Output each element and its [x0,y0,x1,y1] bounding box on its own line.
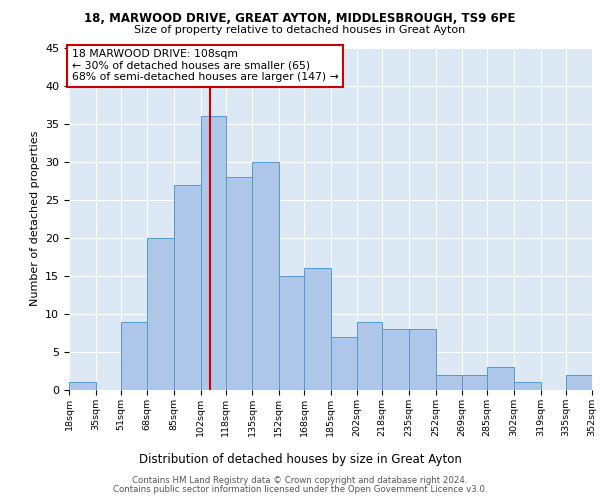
Bar [566,375,592,390]
Bar [409,329,436,390]
Text: Contains HM Land Registry data © Crown copyright and database right 2024.: Contains HM Land Registry data © Crown c… [132,476,468,485]
Bar [357,322,382,390]
Text: 18, MARWOOD DRIVE, GREAT AYTON, MIDDLESBROUGH, TS9 6PE: 18, MARWOOD DRIVE, GREAT AYTON, MIDDLESB… [85,12,515,26]
Bar [69,382,95,390]
Bar [200,116,226,390]
Bar [436,375,462,390]
Bar [279,276,304,390]
Y-axis label: Number of detached properties: Number of detached properties [29,131,40,306]
Bar [382,329,409,390]
Text: Size of property relative to detached houses in Great Ayton: Size of property relative to detached ho… [134,25,466,35]
Bar [331,336,357,390]
Bar [121,322,148,390]
Bar [304,268,331,390]
Text: 18 MARWOOD DRIVE: 108sqm
← 30% of detached houses are smaller (65)
68% of semi-d: 18 MARWOOD DRIVE: 108sqm ← 30% of detach… [71,49,338,82]
Bar [514,382,541,390]
Bar [252,162,279,390]
Text: Contains public sector information licensed under the Open Government Licence v3: Contains public sector information licen… [113,485,487,494]
Bar [487,367,514,390]
Bar [462,375,487,390]
Bar [226,177,252,390]
Bar [148,238,174,390]
Text: Distribution of detached houses by size in Great Ayton: Distribution of detached houses by size … [139,453,461,466]
Bar [174,184,200,390]
